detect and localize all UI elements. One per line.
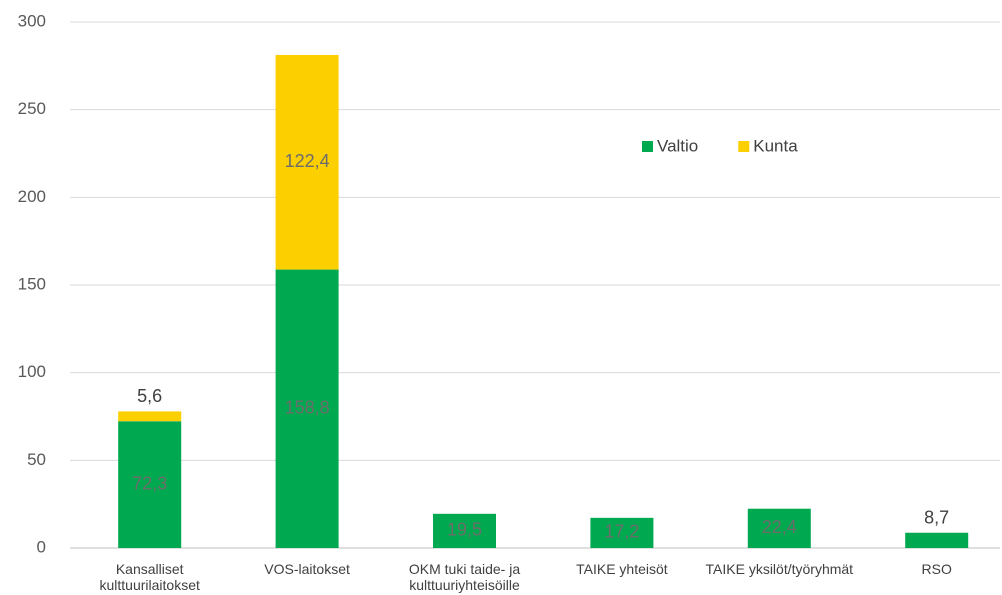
y-tick-label: 50	[27, 450, 46, 469]
data-label: 122,4	[285, 151, 330, 171]
y-tick-label: 150	[18, 274, 46, 293]
bar-segment	[905, 532, 969, 548]
y-tick-label: 100	[18, 362, 46, 381]
data-label: 17,2	[604, 522, 639, 542]
data-label: 22,4	[762, 517, 797, 537]
bar-segment	[118, 421, 182, 548]
x-tick-label: OKM tuki taide- ja kulttuuriyhteisöille	[408, 561, 521, 593]
y-tick-label: 200	[18, 187, 46, 206]
data-label: 5,6	[137, 386, 162, 406]
data-label: 8,7	[924, 507, 949, 527]
legend-swatch	[738, 141, 750, 152]
legend-label: Valtio	[657, 136, 698, 155]
y-tick-label: 0	[37, 537, 46, 556]
x-tick-label: TAIKE yksilöt/työryhmät	[705, 561, 854, 577]
y-tick-label: 300	[18, 11, 46, 30]
bar-segment	[118, 411, 182, 422]
bar-segment	[590, 517, 654, 548]
data-label: 19,5	[447, 520, 482, 540]
data-label: 158,8	[285, 398, 330, 418]
x-tick-label: TAIKE yhteisöt	[576, 561, 668, 577]
y-tick-label: 250	[18, 99, 46, 118]
bar-segment	[275, 54, 339, 270]
legend-swatch	[642, 141, 653, 152]
x-tick-label: Kansalliset kulttuurilaitokset	[99, 561, 200, 593]
legend-label: Kunta	[753, 136, 798, 155]
data-label: 72,3	[132, 473, 167, 493]
bar-segment	[275, 269, 339, 548]
bar-segment	[433, 513, 496, 548]
x-tick-label: RSO	[921, 561, 952, 577]
x-tick-label: VOS-laitokset	[264, 561, 350, 577]
bar-segment	[747, 508, 811, 548]
